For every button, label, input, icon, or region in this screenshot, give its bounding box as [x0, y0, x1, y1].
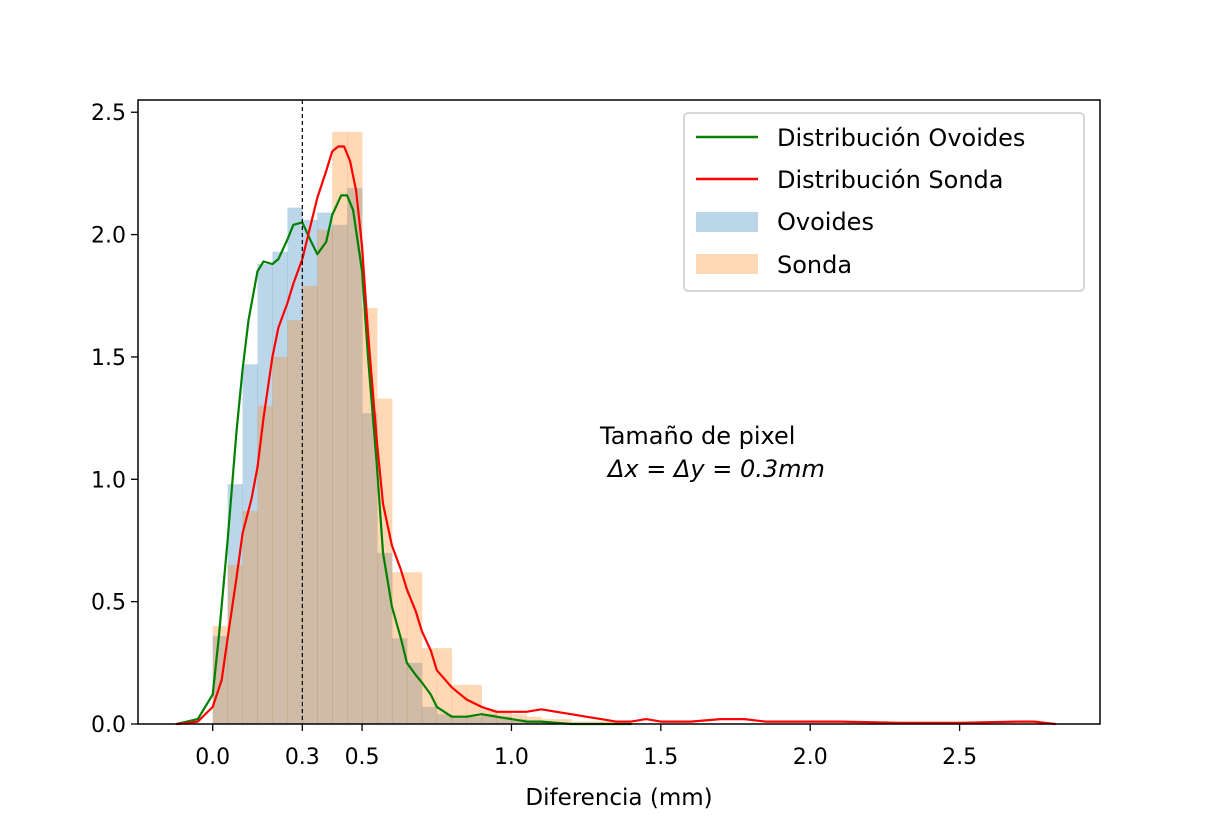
x-tick-label: 1.0 [494, 745, 529, 770]
histogram-bar [302, 219, 318, 724]
histogram-bar [242, 364, 258, 724]
histogram-bar [242, 511, 258, 724]
histogram-bar [257, 405, 273, 724]
legend-label-distribucion-sonda: Distribución Sonda [777, 166, 1004, 194]
histogram-bar [451, 716, 468, 724]
histogram-bar [287, 320, 303, 724]
histogram-bar [347, 188, 363, 724]
legend-label-ovoides: Ovoides [777, 208, 874, 236]
histogram-bar [272, 251, 288, 724]
histogram-bar [302, 285, 318, 724]
density-lines-layer [175, 145, 1057, 726]
x-tick-label: 0.3 [285, 745, 320, 770]
histogram-bar [481, 709, 497, 724]
histogram-bar [586, 721, 602, 724]
histogram-bar [377, 552, 393, 724]
histogram-bar [451, 684, 468, 724]
histogram-bar [556, 719, 572, 724]
histogram-bar [436, 648, 453, 724]
histogram-bar [332, 131, 348, 724]
x-tick-label: 2.0 [793, 745, 828, 770]
histogram-bar [601, 721, 617, 724]
histogram-bar [362, 413, 378, 724]
x-tick-label: 2.5 [942, 745, 977, 770]
histogram-bar [481, 714, 497, 724]
y-tick-label: 0.5 [91, 591, 126, 616]
legend-label-distribucion-ovoides: Distribución Ovoides [777, 124, 1025, 152]
density-line-distribucion-sonda [175, 145, 1057, 726]
histogram-bar [511, 714, 527, 724]
histogram-bar [421, 648, 438, 724]
y-tick-label: 1.0 [91, 468, 126, 493]
x-tick-label: 0.5 [345, 745, 380, 770]
legend-swatch-sonda [696, 254, 758, 274]
histogram-bar [317, 212, 333, 725]
histogram-bar [526, 721, 542, 724]
histogram-bar [571, 721, 587, 724]
histogram-bar [391, 638, 408, 724]
histogram-bar [436, 714, 453, 724]
plot-area-frame [137, 99, 1101, 725]
histogram-bar [347, 131, 363, 724]
histogram-bar [526, 716, 542, 724]
density-line-distribucion-ovoides [175, 194, 633, 726]
legend-label-sonda: Sonda [777, 251, 852, 279]
annotation-line-2: Δx = Δy = 0.3mm [606, 455, 825, 483]
histogram-bar [287, 207, 303, 724]
histogram-bar [227, 484, 243, 724]
histogram-layer [212, 131, 617, 725]
y-tick-label: 0.0 [91, 713, 126, 738]
legend-box [683, 112, 1085, 292]
histogram-bar [272, 356, 288, 724]
histogram-bar [391, 572, 408, 724]
histogram-ovoides [212, 188, 557, 725]
pixel-size-annotation: Tamaño de pixel Δx = Δy = 0.3mm [599, 422, 825, 483]
histogram-bar [406, 572, 423, 724]
histogram-bar [317, 229, 333, 724]
y-tick-label: 2.0 [91, 224, 126, 249]
legend: Distribución Ovoides Distribución Sonda … [683, 112, 1085, 292]
histogram-bar [466, 716, 482, 724]
x-axis-ticks: 0.0 0.3 0.5 1.0 1.5 2.0 2.5 [195, 724, 977, 770]
histogram-bar [421, 706, 438, 724]
histogram-bar [496, 716, 512, 724]
legend-swatch-ovoides [696, 212, 758, 232]
x-tick-label: 0.0 [195, 745, 230, 770]
histogram-sonda [212, 131, 617, 724]
histogram-bar [511, 719, 527, 724]
y-tick-label: 1.5 [91, 346, 126, 371]
x-axis-label: Diferencia (mm) [525, 785, 712, 811]
y-axis-ticks: 0.0 0.5 1.0 1.5 2.0 2.5 [91, 101, 138, 738]
x-tick-label: 1.5 [643, 745, 678, 770]
histogram-bar [332, 224, 348, 725]
y-tick-label: 2.5 [91, 101, 126, 126]
annotation-line-1: Tamaño de pixel [599, 422, 795, 450]
